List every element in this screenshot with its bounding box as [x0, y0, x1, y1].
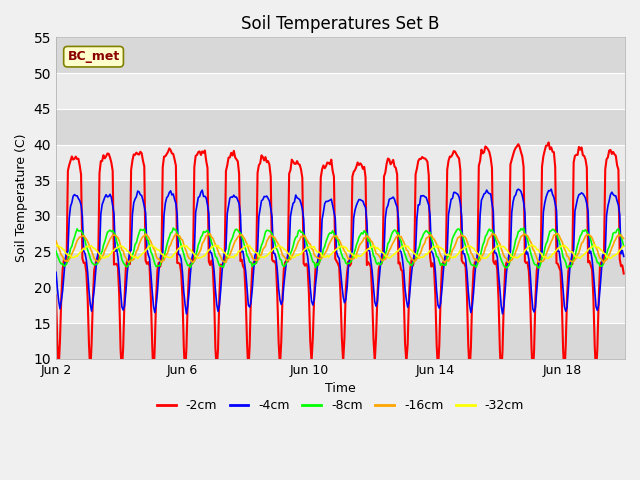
Bar: [56, 216, 625, 252]
Text: BC_met: BC_met: [67, 50, 120, 63]
X-axis label: Time: Time: [325, 383, 356, 396]
Y-axis label: Soil Temperature (C): Soil Temperature (C): [15, 134, 28, 263]
Bar: [56, 288, 625, 323]
Bar: [56, 252, 625, 288]
Bar: [56, 109, 625, 144]
Legend: -2cm, -4cm, -8cm, -16cm, -32cm: -2cm, -4cm, -8cm, -16cm, -32cm: [152, 394, 529, 417]
Title: Soil Temperatures Set B: Soil Temperatures Set B: [241, 15, 440, 33]
Bar: [56, 180, 625, 216]
Bar: [56, 37, 625, 73]
Bar: [56, 73, 625, 109]
Bar: [56, 323, 625, 359]
Bar: [56, 144, 625, 180]
